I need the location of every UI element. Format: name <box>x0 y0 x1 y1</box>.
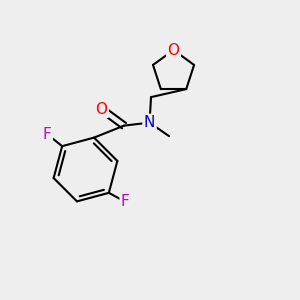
Text: O: O <box>167 43 179 58</box>
Text: F: F <box>43 127 52 142</box>
Text: F: F <box>121 194 130 209</box>
Text: O: O <box>95 102 107 117</box>
Text: N: N <box>144 115 155 130</box>
